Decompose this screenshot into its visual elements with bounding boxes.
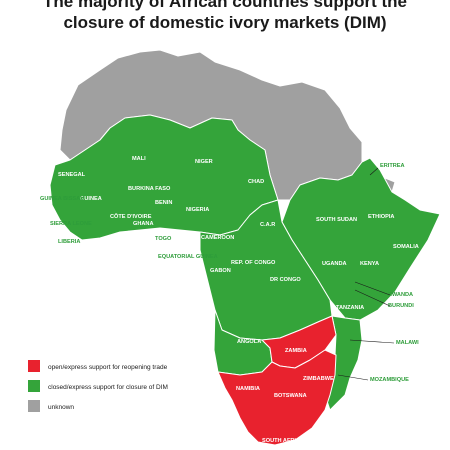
label-car: C.A.R [260,222,275,228]
leader-malawi [349,339,395,344]
label-liberia: LIBERIA [58,239,80,245]
label-rwanda: RWANDA [388,292,413,298]
label-togo: TOGO [155,236,172,242]
label-botswana: BOTSWANA [274,393,307,399]
label-uganda: UGANDA [322,261,347,267]
label-benin: BENIN [155,200,172,206]
title-line-2: closure of domestic ivory markets (DIM) [63,13,387,32]
legend-swatch-unknown [28,400,40,412]
label-burkina-faso: BURKINA FASO [128,186,171,192]
label-burundi: BURUNDI [388,303,414,309]
label-eritrea: ERITREA [380,163,405,169]
label-kenya: KENYA [360,261,379,267]
label-niger: NIGER [195,159,213,165]
map-title: The majority of African countries suppor… [0,0,450,33]
label-guinea-bissau: GUINEA BISSAU [40,196,84,202]
label-mozambique: MOZAMBIQUE [370,377,409,383]
label-zambia: ZAMBIA [285,348,307,354]
label-equatorial-guinea: EQUATORIAL GUINEA [158,254,218,260]
label-tanzania: TANZANIA [336,305,364,311]
label-sierra-leone: SIERRA LEONE [50,221,92,227]
legend-swatch-closure [28,380,40,392]
label-chad: CHAD [248,179,264,185]
leader-mozambique [337,374,369,381]
legend-label-unknown: unknown [48,404,74,411]
legend: open/express support for reopening trade… [28,360,168,412]
label-ethiopia: ETHIOPIA [368,214,394,220]
label-nigeria: NIGERIA [186,207,209,213]
leader-rwanda [354,281,391,296]
label-namibia: NAMIBIA [236,386,260,392]
southern-africa-reopen-region [217,349,337,446]
leader-burundi [354,289,391,307]
label-cameroon: CAMEROON [201,235,234,241]
label-south-africa: SOUTH AFRICA [262,438,304,444]
label-somalia: SOMALIA [393,244,419,250]
label-rep-congo: REP. OF CONGO [231,260,276,266]
label-cote-divoire: CÔTE D'IVOIRE [110,212,152,220]
label-dr-congo: DR CONGO [270,277,301,283]
legend-label-reopen: open/express support for reopening trade [48,364,168,371]
label-ghana: GHANA [133,221,154,227]
label-gabon: GABON [210,268,231,274]
leader-eritrea [369,167,379,176]
label-zimbabwe: ZIMBABWE [303,376,334,382]
title-line-1: The majority of African countries suppor… [43,0,407,11]
label-mali: MALI [132,156,146,162]
label-malawi: MALAWI [396,340,419,346]
label-south-sudan: SOUTH SUDAN [316,217,357,223]
legend-label-closure: closed/express support for closure of DI… [48,384,168,391]
label-angola: ANGOLA [237,339,261,345]
label-senegal: SENEGAL [58,172,86,178]
label-guinea: GUINEA [80,196,102,202]
legend-swatch-reopen [28,360,40,372]
